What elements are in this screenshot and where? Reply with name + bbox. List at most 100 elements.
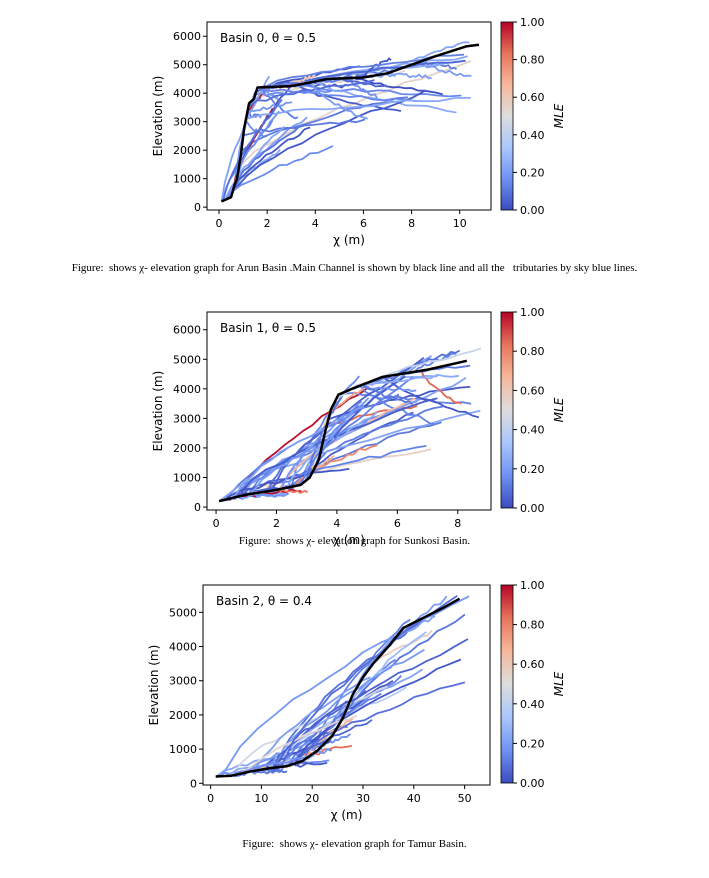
caption-arun: Figure: shows χ- elevation graph for Aru… [71,262,638,274]
tributary-line [268,686,407,770]
colorbar-tick-label: 0.40 [520,129,545,142]
x-tick-label: 2 [264,217,271,230]
y-tick-label: 0 [190,777,197,790]
chart-panel-arun: 0 2 4 6 8 10 0 1000 2000 3000 4000 5000 6000 χ (m) Ele… [0,0,709,274]
tributary-line [260,88,418,103]
chart-panel-sunkosi: 0 2 4 6 8 0 1000 2000 3000 4000 5000 6000 χ (m) Eleva… [0,290,709,547]
main-channel-line [215,597,461,778]
y-tick-label: 1000 [169,743,197,756]
tributary-line [361,57,392,78]
colorbar-tick-label: 0.20 [520,463,545,476]
tributary-line [357,384,417,393]
y-tick-label: 2000 [173,442,201,455]
basin-annotation: Basin 0, θ = 0.5 [220,31,316,45]
plot-frame [206,311,492,511]
tributary-line [293,658,462,765]
tributary-line [309,81,368,120]
tributary-line [329,385,370,415]
main-channel-line [220,43,480,203]
colorbar-tick-label: 0.00 [520,502,545,515]
y-tick-label: 0 [194,201,201,214]
colorbar-tick-label: 0.60 [520,91,545,104]
y-tick-label: 1000 [173,471,201,484]
colorbar-tick-label: 0.40 [520,424,545,437]
tributary-line [286,74,316,88]
x-tick-label: 50 [458,792,472,805]
colorbar-tick-label: 1.00 [520,306,545,319]
colorbar [500,311,514,509]
x-tick-label: 6 [360,217,367,230]
caption-tamur: Figure: shows χ- elevation graph for Tam… [242,838,467,850]
x-tick-label: 40 [407,792,421,805]
plot-area [218,347,482,503]
x-tick-label: 10 [254,792,268,805]
colorbar-tick-label: 0.00 [520,777,545,790]
tributary-line [254,676,371,770]
colorbar-tick-label: 1.00 [520,16,545,29]
tributary-line [240,96,408,152]
tributary-line [250,436,335,494]
y-tick-label: 6000 [173,30,201,43]
colorbar-tick-label: 0.20 [520,166,545,179]
tributary-line [245,714,358,772]
tributary-line [288,681,466,765]
tributary-line [233,123,305,188]
colorbar-tick-label: 0.80 [520,345,545,358]
y-axis-label: Elevation (m) [151,371,165,452]
tributary-line [356,595,448,688]
x-tick-label: 30 [356,792,370,805]
colorbar-tick-label: 0.60 [520,658,545,671]
x-tick-label: 0 [213,517,220,530]
x-tick-label: 6 [394,517,401,530]
chart-tamur: 0 10 20 30 40 50 0 1000 2000 3000 4000 5000 χ (m) Ele… [147,579,566,822]
tributary-line [245,97,471,120]
y-tick-label: 3000 [169,675,197,688]
y-tick-label: 3000 [173,412,201,425]
plot-frame [202,584,491,786]
chart-sunkosi: 0 2 4 6 8 0 1000 2000 3000 4000 5000 6000 χ (m) Eleva… [151,306,566,547]
y-tick-label: 1000 [173,173,201,186]
x-tick-label: 2 [273,517,280,530]
x-tick-label: 0 [207,792,214,805]
y-tick-label: 2000 [169,709,197,722]
chart-panel-tamur: 0 10 20 30 40 50 0 1000 2000 3000 4000 5000 χ (m) Ele… [0,565,709,865]
tributary-line [279,704,360,766]
colorbar-tick-label: 0.20 [520,737,545,750]
tributary-line [241,468,317,497]
y-tick-label: 3000 [173,116,201,129]
y-tick-label: 5000 [173,353,201,366]
y-tick-label: 4000 [173,383,201,396]
tributary-line [225,145,334,201]
tributary-line [274,655,375,769]
tributary-line [419,62,472,77]
caption-sunkosi: Figure: shows χ- elevation graph for Sun… [238,535,471,547]
tributary-line [243,118,366,137]
tributary-line [247,79,375,108]
y-tick-label: 4000 [169,641,197,654]
y-tick-label: 2000 [173,144,201,157]
colorbar-tick-label: 0.00 [520,204,545,217]
tributary-line [420,369,462,405]
x-axis-label: χ (m) [333,533,365,547]
y-tick-label: 0 [194,501,201,514]
y-axis-label: Elevation (m) [151,76,165,157]
tributary-line [246,101,293,114]
colorbar-label: MLE [552,103,566,128]
tributary-line [317,405,443,462]
x-tick-label: 10 [453,217,467,230]
x-tick-label: 8 [408,217,415,230]
plot-frame [206,21,492,211]
tributary-line [389,41,470,73]
colorbar-tick-label: 0.80 [520,54,545,67]
basin-annotation: Basin 2, θ = 0.4 [216,594,312,608]
tributary-line [221,595,470,776]
tributary-line [232,89,427,192]
x-tick-label: 8 [454,517,461,530]
y-tick-label: 5000 [169,606,197,619]
tributary-line [387,71,432,80]
tributary-line [362,384,413,405]
x-tick-label: 4 [333,517,340,530]
x-axis-label: χ (m) [333,233,365,247]
tributary-line [244,756,310,773]
x-axis-label: χ (m) [331,808,363,822]
